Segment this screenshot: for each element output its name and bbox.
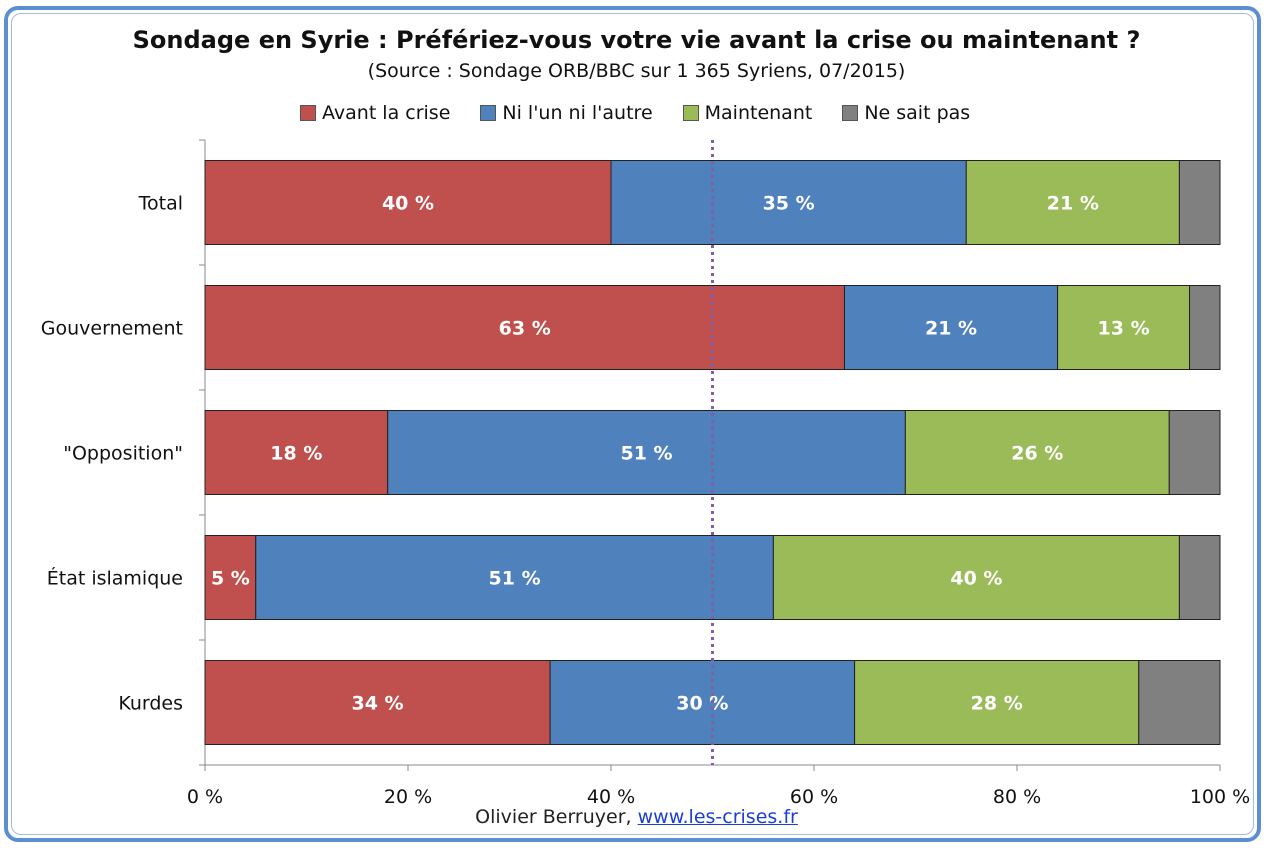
bar-segment: [1168, 410, 1221, 495]
bar-segment: [204, 410, 389, 495]
data-label: 30 %: [676, 693, 728, 715]
category-label: Total: [138, 193, 183, 215]
legend-label: Ni l'un ni l'autre: [502, 102, 653, 124]
data-label: 51 %: [620, 443, 672, 465]
chart-legend: Avant la crise Ni l'un ni l'autre Maintena…: [300, 102, 970, 124]
x-tick-label: 100 %: [1190, 786, 1250, 808]
category-label: Kurdes: [118, 693, 183, 715]
x-tick-label: 40 %: [587, 786, 635, 808]
chart-frame-inner: [11, 13, 1254, 835]
bar-segment: [204, 660, 551, 745]
data-label: 35 %: [763, 193, 815, 215]
legend-swatch: [842, 105, 859, 121]
bar-segment: [772, 535, 1180, 620]
bar-segment: [843, 285, 1059, 370]
legend-swatch: [300, 105, 316, 121]
legend-item: Ni l'un ni l'autre: [480, 102, 653, 124]
data-label: 26 %: [1011, 443, 1063, 465]
data-label: 13 %: [1098, 318, 1150, 340]
bar-segment: [965, 160, 1180, 245]
x-tick-label: 0 %: [187, 786, 223, 808]
footer-link[interactable]: www.les-crises.fr: [637, 806, 798, 828]
legend-swatch: [480, 105, 497, 121]
bar-segment: [204, 160, 612, 245]
data-label: 40 %: [950, 568, 1002, 590]
bar-segment: [1178, 160, 1221, 245]
legend-item: Ne sait pas: [842, 102, 970, 124]
legend-label: Ne sait pas: [864, 102, 971, 124]
data-label: 63 %: [499, 318, 551, 340]
bar-segment: [1138, 660, 1221, 745]
bar-segment: [255, 535, 774, 620]
data-label: 28 %: [971, 693, 1023, 715]
chart-footer: Olivier Berruyer, www.les-crises.fr: [0, 806, 1273, 828]
legend-label: Avant la crise: [322, 102, 451, 124]
data-label: 51 %: [489, 568, 541, 590]
bar-segment: [854, 660, 1140, 745]
bar-segment: [387, 410, 906, 495]
data-label: 18 %: [270, 443, 322, 465]
data-label: 40 %: [382, 193, 434, 215]
x-tick-label: 20 %: [384, 786, 432, 808]
data-label: 34 %: [352, 693, 404, 715]
category-label: "Opposition": [63, 443, 183, 465]
category-label: État islamique: [47, 567, 183, 590]
bar-segment: [1189, 285, 1221, 370]
bar-segment: [204, 285, 845, 370]
category-label: Gouvernement: [41, 318, 183, 340]
legend-label: Maintenant: [704, 102, 813, 124]
bar-segment: [610, 160, 967, 245]
x-tick-label: 80 %: [993, 786, 1041, 808]
bar-segment: [1178, 535, 1221, 620]
footer-author: Olivier Berruyer,: [475, 806, 632, 828]
chart-title: Sondage en Syrie : Préfériez-vous votre …: [132, 26, 1141, 54]
data-label: 5 %: [211, 568, 250, 590]
chart-subtitle: (Source : Sondage ORB/BBC sur 1 365 Syri…: [367, 60, 906, 82]
bar-segment: [204, 535, 257, 620]
bar-segment: [549, 660, 856, 745]
bar-segment: [904, 410, 1170, 495]
x-tick-label: 60 %: [790, 786, 838, 808]
data-label: 21 %: [925, 318, 977, 340]
legend-item: Maintenant: [682, 102, 813, 124]
legend-swatch: [682, 105, 699, 121]
data-label: 21 %: [1047, 193, 1099, 215]
legend-item: Avant la crise: [300, 102, 450, 124]
